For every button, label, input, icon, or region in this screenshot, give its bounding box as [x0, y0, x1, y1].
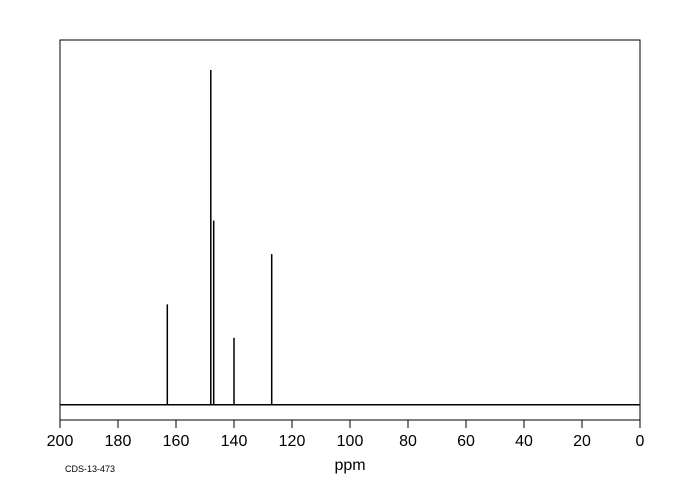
x-axis-label: ppm — [334, 457, 365, 474]
x-tick-label: 200 — [47, 433, 74, 450]
plot-border — [60, 40, 640, 420]
chart-svg: 200180160140120100806040200ppmCDS-13-473 — [0, 0, 680, 500]
x-tick-label: 20 — [573, 433, 591, 450]
x-tick-label: 40 — [515, 433, 533, 450]
x-tick-label: 60 — [457, 433, 475, 450]
x-tick-label: 0 — [636, 433, 645, 450]
x-tick-label: 140 — [221, 433, 248, 450]
x-tick-label: 160 — [163, 433, 190, 450]
cds-annotation: CDS-13-473 — [65, 464, 115, 474]
x-tick-label: 80 — [399, 433, 417, 450]
nmr-chart: 200180160140120100806040200ppmCDS-13-473 — [0, 0, 680, 500]
x-tick-label: 100 — [337, 433, 364, 450]
x-tick-label: 180 — [105, 433, 132, 450]
x-tick-label: 120 — [279, 433, 306, 450]
